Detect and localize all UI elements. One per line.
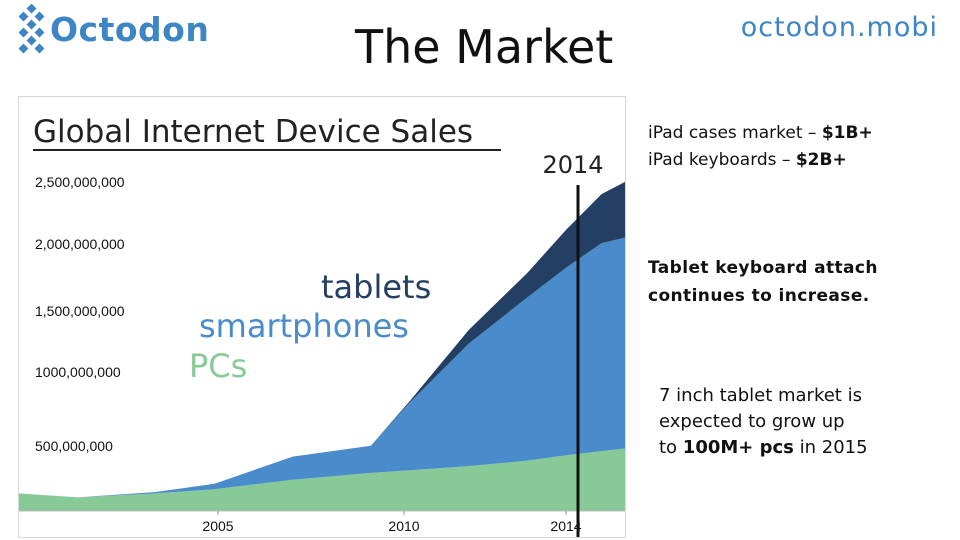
cases-label: iPad cases market –: [648, 123, 822, 143]
y-tick-label: 1000,000,000: [35, 364, 121, 380]
cases-market-line: iPad cases market – $1B+: [648, 120, 873, 147]
device-sales-chart: Global Internet Device Sales 500,000,000…: [18, 96, 626, 538]
tablet-line-2: expected to grow up: [659, 411, 845, 432]
attach-note: Tablet keyboard attach continues to incr…: [648, 254, 878, 310]
keyboards-market-line: iPad keyboards – $2B+: [648, 147, 873, 174]
area-pcs: [19, 448, 625, 511]
octodon-logo-icon: [18, 4, 45, 54]
series-label-smartphones: smartphones: [199, 307, 409, 345]
series-label-tablets: tablets: [321, 268, 431, 306]
chart-svg: Global Internet Device Sales 500,000,000…: [19, 114, 625, 537]
area-smartphones: [19, 237, 625, 498]
keyboards-label: iPad keyboards –: [648, 150, 796, 170]
x-tick-label: 2005: [202, 518, 233, 534]
x-tick-label: 2014: [550, 518, 581, 534]
tablet-line-3: to 100M+ pcs in 2015: [659, 435, 929, 461]
keyboards-value: $2B+: [795, 150, 847, 170]
logo-text: Octodon: [50, 9, 210, 49]
tablet-market-note: 7 inch tablet market is expected to grow…: [659, 383, 929, 461]
marker-label-2014: 2014: [542, 151, 603, 179]
accessory-market-notes: iPad cases market – $1B+ iPad keyboards …: [648, 120, 873, 174]
tablet-value: 100M+ pcs: [682, 437, 794, 458]
site-url: octodon.mobi: [740, 12, 938, 43]
logo: Octodon: [18, 4, 209, 54]
series-label-pcs: PCs: [189, 347, 247, 385]
x-tick-label: 2010: [388, 518, 419, 534]
cases-value: $1B+: [821, 123, 873, 143]
y-tick-label: 1,500,000,000: [35, 303, 125, 319]
tablet-line-1: 7 inch tablet market is: [659, 385, 862, 406]
y-tick-label: 2,000,000,000: [35, 236, 125, 252]
chart-title: Global Internet Device Sales: [33, 114, 473, 150]
y-tick-label: 500,000,000: [35, 438, 113, 454]
tablet-suffix: in 2015: [793, 437, 868, 458]
attach-line-1: Tablet keyboard attach: [648, 258, 878, 278]
attach-line-2: continues to increase.: [648, 286, 870, 306]
page-title: The Market: [355, 20, 614, 74]
tablet-prefix: to: [659, 437, 683, 458]
y-tick-label: 2,500,000,000: [35, 174, 125, 190]
